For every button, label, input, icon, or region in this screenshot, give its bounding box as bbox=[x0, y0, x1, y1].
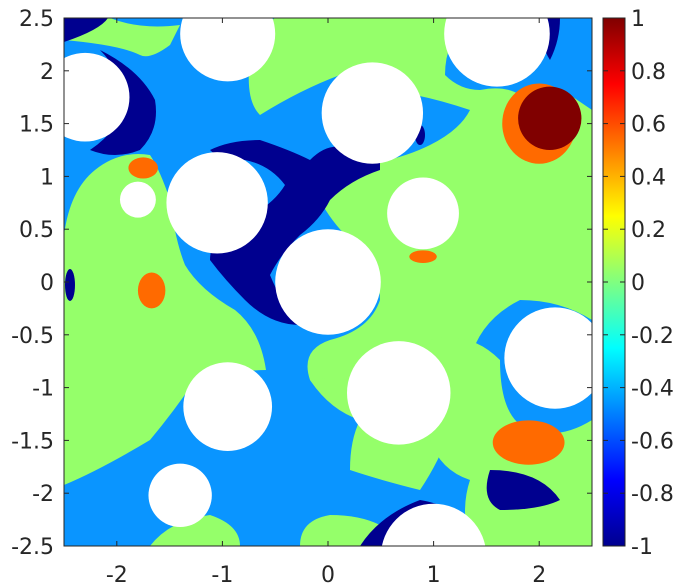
colorbar-tick-label: -1 bbox=[631, 535, 653, 560]
y-axis: 2.5 2 1.5 1 0.5 0 -0.5 -1 -1.5 -2 -2.5 bbox=[11, 7, 592, 560]
colorbar-ticks: 1 0.8 0.6 0.4 0.2 0 -0.2 -0.4 -0.6 -0.8 -1 bbox=[603, 7, 674, 560]
hole-12 bbox=[381, 503, 486, 546]
hole-6 bbox=[387, 177, 459, 250]
hole-0 bbox=[64, 52, 130, 142]
y-tick-label: 2 bbox=[40, 60, 54, 85]
colorbar-tick-label: 0.6 bbox=[631, 113, 666, 138]
dark-region-top-left bbox=[64, 18, 108, 42]
x-tick-label: 0 bbox=[321, 563, 335, 587]
hole-4 bbox=[119, 181, 156, 218]
y-tick-label: 1 bbox=[40, 165, 54, 190]
y-tick-label: -2.5 bbox=[11, 535, 54, 560]
y-tick-label: 0 bbox=[40, 271, 54, 296]
y-tick-label: 0.5 bbox=[19, 218, 54, 243]
hot-spot-2 bbox=[137, 272, 166, 309]
hot-spot-1 bbox=[128, 157, 158, 179]
colorbar-tick-label: -0.6 bbox=[631, 429, 674, 454]
plot-area bbox=[64, 18, 592, 546]
hot-spot-4 bbox=[492, 420, 565, 465]
x-axis: -2 -1 0 1 2 bbox=[106, 18, 546, 587]
x-tick-label: 2 bbox=[532, 563, 546, 587]
hole-9 bbox=[183, 362, 273, 451]
y-tick-label: -1.5 bbox=[11, 429, 54, 454]
colorbar-gradient bbox=[603, 18, 625, 546]
colorbar-tick-label: 0.2 bbox=[631, 218, 666, 243]
hole-8 bbox=[504, 307, 592, 409]
colorbar-tick-label: -0.2 bbox=[631, 324, 674, 349]
colorbar-tick-label: -0.8 bbox=[631, 482, 674, 507]
hot-spots bbox=[128, 83, 582, 465]
colorbar: 1 0.8 0.6 0.4 0.2 0 -0.2 -0.4 -0.6 -0.8 -1 bbox=[602, 7, 674, 560]
y-tick-label: -1 bbox=[32, 377, 54, 402]
x-tick-label: -2 bbox=[106, 563, 128, 587]
y-tick-label: -0.5 bbox=[11, 324, 54, 349]
hole-11 bbox=[148, 463, 212, 527]
hole-1 bbox=[180, 18, 276, 82]
hole-10 bbox=[347, 341, 451, 445]
y-tick-label: 2.5 bbox=[19, 7, 54, 32]
y-tick-label: -2 bbox=[32, 482, 54, 507]
dark-region-left-arc bbox=[90, 50, 156, 155]
colorbar-tick-label: 0 bbox=[631, 271, 645, 296]
colorbar-tick-label: 1 bbox=[631, 7, 645, 32]
hot-spot-5 bbox=[518, 86, 582, 150]
hole-7 bbox=[275, 229, 381, 335]
colorbar-tick-label: 0.4 bbox=[631, 165, 666, 190]
hole-5 bbox=[166, 152, 268, 254]
hot-spot-3 bbox=[409, 250, 437, 263]
green-region-lower-left bbox=[64, 154, 266, 485]
dark-region-lower-right bbox=[486, 470, 560, 510]
y-tick-label: 1.5 bbox=[19, 113, 54, 138]
hole-3 bbox=[321, 62, 424, 164]
x-tick-label: -1 bbox=[211, 563, 233, 587]
dark-region-left-spot bbox=[65, 269, 75, 301]
holes bbox=[64, 18, 592, 546]
green-region-bottom-left-patch bbox=[150, 515, 240, 546]
x-tick-label: 1 bbox=[427, 563, 441, 587]
colorbar-tick-label: 0.8 bbox=[631, 60, 666, 85]
hole-2 bbox=[444, 18, 550, 87]
dark-region-center bbox=[210, 140, 380, 325]
colorbar-tick-label: -0.4 bbox=[631, 377, 674, 402]
